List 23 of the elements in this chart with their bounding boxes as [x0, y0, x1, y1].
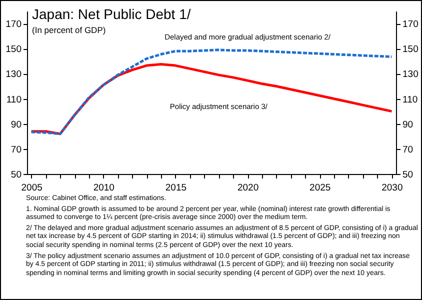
y-tick-label: 170 [6, 19, 22, 30]
y2-tick-label: 50 [402, 170, 414, 180]
line-series [30, 48, 393, 136]
y-tick-label: 150 [6, 44, 22, 56]
x-tick-label: 2005 [21, 182, 42, 194]
chart-title: Japan: Net Public Debt 1/ [32, 6, 191, 22]
y-tick-label: 130 [6, 69, 22, 80]
x-tick-label: 2030 [382, 182, 403, 194]
x-tick-label: 2025 [310, 182, 331, 194]
y2-tick-label: 150 [402, 44, 418, 56]
text: (In percent of GDP) [32, 25, 106, 35]
x-tick-label: 2010 [93, 182, 114, 194]
y-tick-label: 90 [10, 119, 22, 130]
y2-tick-label: 130 [402, 69, 418, 80]
y2-tick-label: 90 [402, 119, 414, 130]
y2-tick-label: 110 [402, 94, 418, 106]
y-tick-label: 50 [10, 170, 22, 180]
x-tick-label: 2015 [165, 182, 187, 194]
y2-tick-label: 170 [402, 19, 418, 30]
y-tick-label: 110 [6, 94, 22, 106]
y2-tick-label: 70 [402, 144, 414, 156]
y-tick-label: 70 [10, 144, 22, 156]
x-tick-label: 2020 [237, 182, 259, 194]
